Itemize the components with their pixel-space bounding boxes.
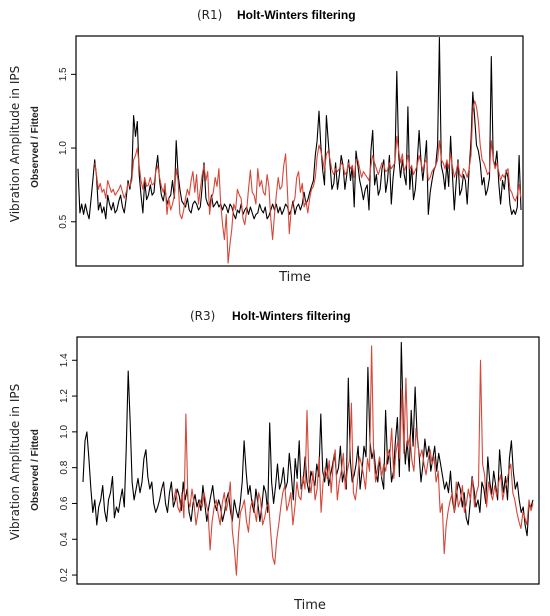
series-lines (82, 341, 534, 576)
x-axis-label: Time (293, 598, 326, 613)
panel-tag: (R1) (197, 8, 222, 22)
y-tick-label: 1.0 (58, 141, 69, 155)
chart-r1: (R1) Holt-Winters filtering Vibration Am… (8, 8, 524, 285)
y-tick-label: 0.5 (58, 214, 69, 228)
y-axis-ticks: 0.5 1.0 1.5 (58, 67, 76, 229)
chart-title: Holt-Winters filtering (237, 8, 356, 22)
y-tick-label: 1.4 (59, 353, 70, 367)
y-tick-label: 1.2 (59, 389, 70, 403)
observed-series-line (82, 341, 534, 537)
x-axis-label: Time (278, 270, 311, 285)
observed-series-line (77, 36, 522, 220)
y-axis-sublabel: Observed / Fitted (30, 429, 41, 511)
plot-area (76, 336, 540, 585)
chart-r3: (R3) Holt-Winters filtering Vibration Am… (8, 309, 540, 613)
y-tick-label: 0.6 (59, 496, 70, 510)
y-tick-label: 0.4 (59, 532, 70, 546)
y-tick-label: 0.2 (59, 568, 70, 582)
chart-title: Holt-Winters filtering (232, 309, 351, 323)
y-tick-label: 1.5 (58, 67, 69, 81)
series-lines (77, 36, 522, 264)
y-axis-sublabel: Observed / Fitted (30, 106, 41, 188)
plot-area (75, 35, 524, 267)
y-tick-label: 0.8 (59, 460, 70, 474)
y-axis-label: Vibration Amplitude in IPS (8, 384, 22, 540)
y-axis-label: Vibration Amplitude in IPS (8, 66, 22, 222)
fitted-series-line (94, 100, 522, 264)
panel-tag: (R3) (190, 309, 215, 323)
y-tick-label: 1.0 (59, 424, 70, 438)
y-axis-ticks: 0.2 0.4 0.6 0.8 1.0 1.2 1.4 (59, 353, 77, 582)
fitted-series-line (173, 345, 534, 576)
